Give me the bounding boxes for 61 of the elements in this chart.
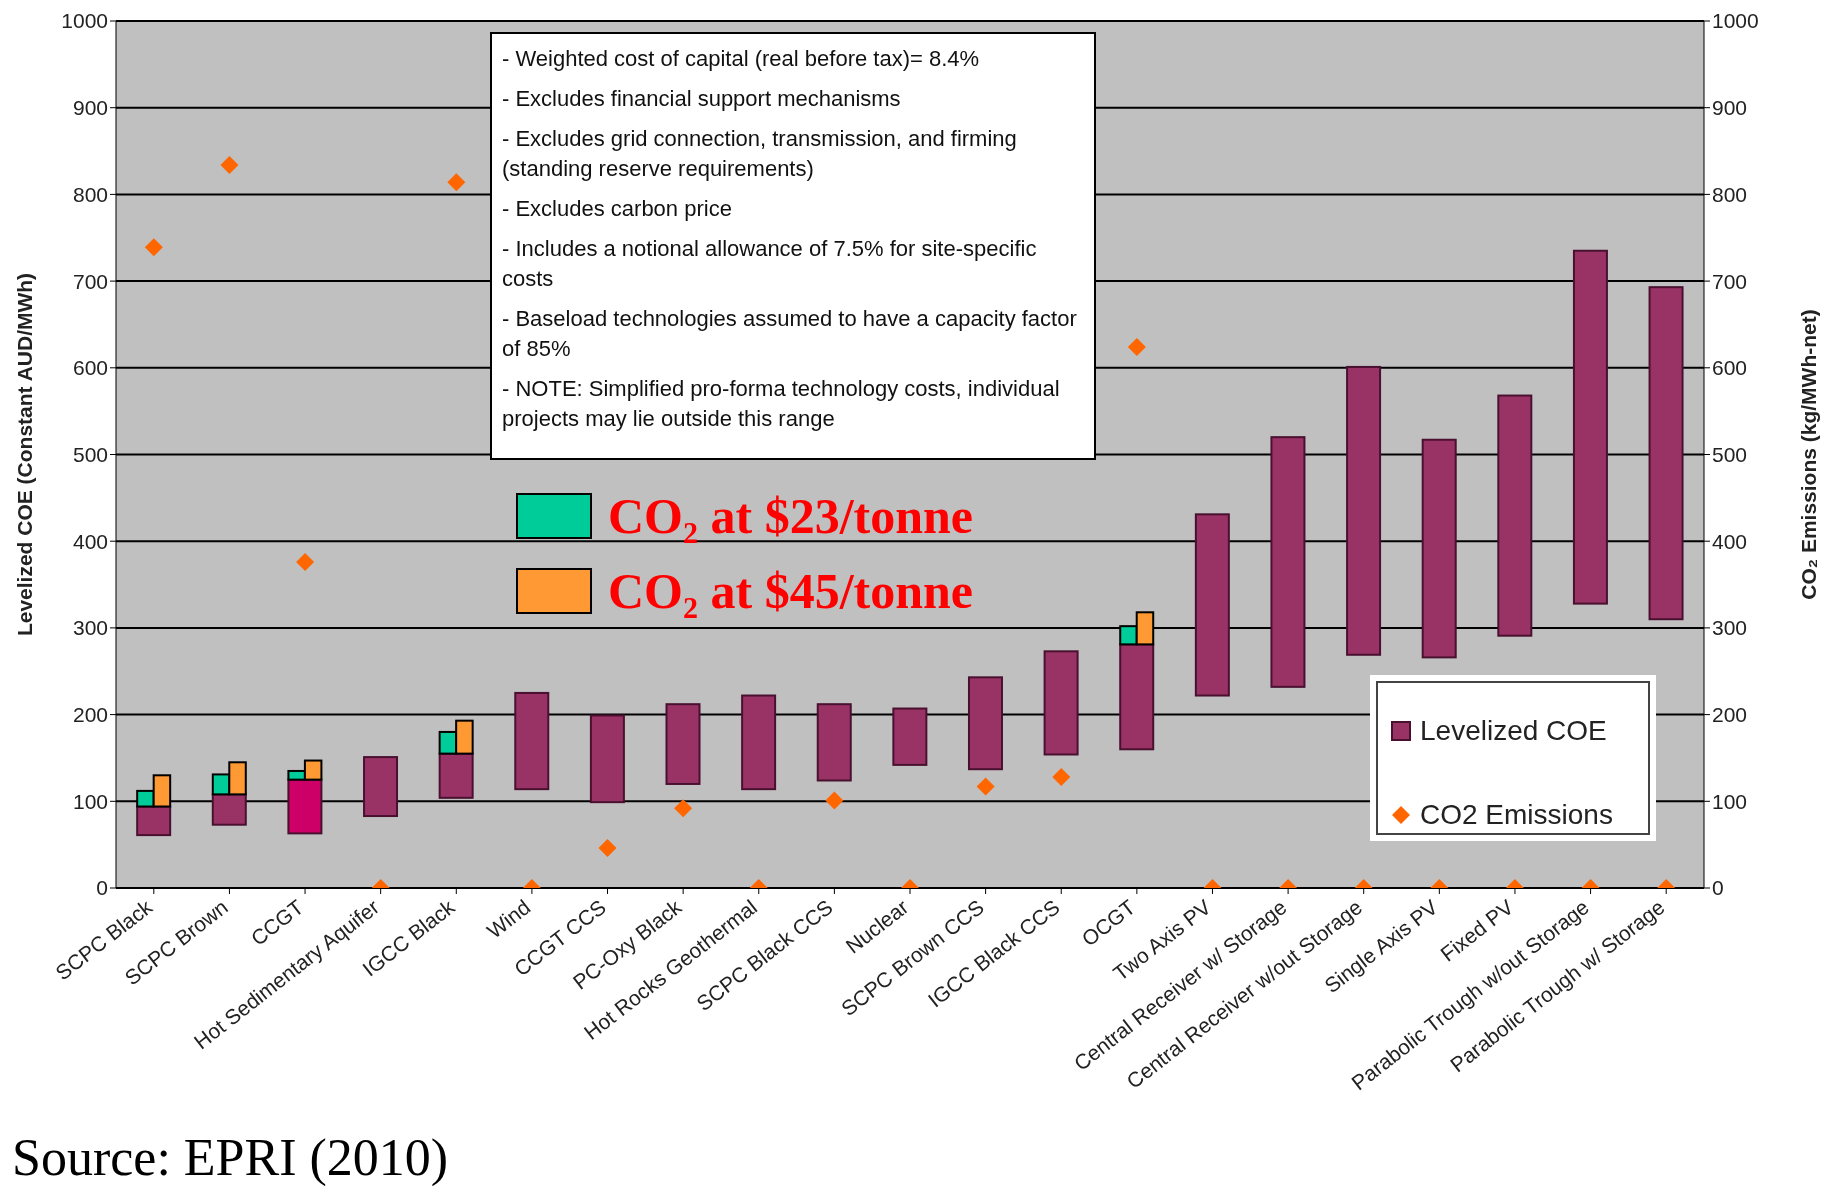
bar — [287, 778, 323, 835]
y2-tick-label: 800 — [1712, 182, 1748, 206]
bar — [1346, 365, 1382, 656]
annotation: - Excludes carbon price — [502, 195, 733, 223]
y-tick-label: 300 — [72, 616, 108, 640]
y-tick-label: 900 — [72, 96, 108, 120]
bar — [1572, 249, 1608, 605]
y-axis-title: Levelized COE (Constant AUD/MWh) — [13, 272, 37, 637]
y-tick-label: 0 — [96, 876, 108, 900]
bar — [1648, 286, 1684, 621]
y-tick-label: 1000 — [61, 9, 108, 33]
annotation: - Baseload technologies assumed to have a capacity factor of 85% — [502, 305, 1078, 363]
bar — [1497, 394, 1533, 637]
bar — [1043, 650, 1079, 756]
bar — [1194, 513, 1230, 697]
legend-label: CO2 Emissions — [1420, 799, 1613, 831]
legend-label: CO₂ at $45/tonne — [608, 561, 973, 620]
point — [144, 238, 163, 257]
legend-label: Levelized COE — [1420, 715, 1607, 747]
source-note: Source: EPRI (2010) — [12, 1128, 449, 1188]
y2-axis-title: CO₂ Emissions (kg/MWh-net) — [1797, 309, 1821, 600]
point — [1127, 337, 1146, 356]
y-tick-label: 200 — [72, 703, 108, 727]
bar — [136, 805, 172, 837]
y2-tick-label: 900 — [1712, 96, 1748, 120]
bar — [892, 707, 928, 766]
y-tick-label: 600 — [72, 356, 108, 380]
bar — [816, 703, 852, 782]
bar — [1119, 643, 1155, 751]
annotation: - Includes a notional allowance of 7.5% for site-specific costs — [502, 235, 1038, 293]
y2-tick-label: 200 — [1712, 703, 1748, 727]
bar — [665, 703, 701, 785]
annotation: - Excludes financial support mechanisms — [502, 85, 902, 113]
y2-tick-label: 500 — [1712, 442, 1748, 466]
bar — [363, 756, 399, 818]
point — [220, 155, 239, 174]
bar — [967, 676, 1003, 771]
y2-tick-label: 0 — [1712, 876, 1724, 900]
point — [447, 173, 466, 192]
bar — [438, 752, 474, 799]
annotation: - Weighted cost of capital (real before tax)= 8.4% — [502, 45, 981, 73]
y2-tick-label: 1000 — [1712, 9, 1759, 33]
y-tick-label: 700 — [72, 269, 108, 293]
y-tick-label: 500 — [72, 442, 108, 466]
bar — [514, 691, 550, 791]
y-tick-label: 800 — [72, 182, 108, 206]
y2-tick-label: 600 — [1712, 356, 1748, 380]
bar — [741, 694, 777, 791]
bar — [589, 714, 625, 804]
y-tick-label: 400 — [72, 529, 108, 553]
legend-label: CO₂ at $23/tonne — [608, 486, 973, 545]
y2-tick-label: 300 — [1712, 616, 1748, 640]
annotation: - NOTE: Simplified pro-forma technology costs, individual projects may lie outside this range — [502, 375, 1061, 433]
bar — [1270, 436, 1306, 688]
y-tick-label: 100 — [72, 789, 108, 813]
y2-tick-label: 700 — [1712, 269, 1748, 293]
y2-tick-label: 400 — [1712, 529, 1748, 553]
annotation: - Excludes grid connection, transmission, and firming (standing reserve requirements) — [502, 125, 1018, 183]
bar — [211, 793, 247, 826]
bar — [1421, 438, 1457, 659]
y2-tick-label: 100 — [1712, 789, 1748, 813]
